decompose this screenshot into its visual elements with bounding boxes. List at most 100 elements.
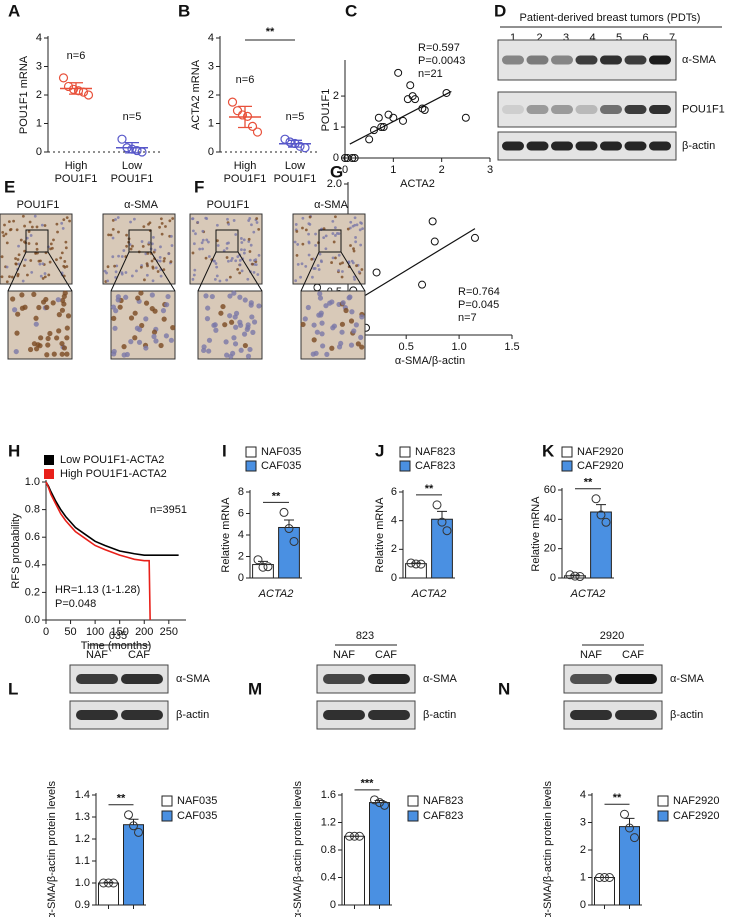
ihc-cell <box>243 248 246 252</box>
panel-label: M <box>248 679 262 698</box>
point <box>380 800 389 810</box>
ihc-cell <box>349 244 352 247</box>
ihc-cell <box>301 226 304 230</box>
point <box>124 810 133 820</box>
y-tick-label: 0 <box>36 146 42 158</box>
ihc-cell <box>106 265 110 269</box>
legend-swatch <box>44 469 54 479</box>
ihc-cell <box>159 217 163 221</box>
ihc-cell <box>25 236 29 240</box>
y-tick-label: 1.0 <box>75 877 90 889</box>
ihc-cell <box>331 219 335 223</box>
ihc-cell <box>254 258 258 262</box>
category-label: ACTA2 <box>411 588 447 600</box>
ihc-cell <box>16 272 20 276</box>
point <box>355 831 364 841</box>
ihc-cell <box>147 241 151 245</box>
zoom-lines <box>7 251 73 292</box>
annotation: HR=1.13 (1-1.28) <box>55 584 140 596</box>
ihc-cell <box>191 251 195 255</box>
y-tick-label: 1.0 <box>25 476 40 488</box>
y-tick-label: 6 <box>238 507 244 519</box>
annotation: P=0.048 <box>55 598 96 610</box>
ihc-cell <box>159 245 162 249</box>
ihc-cell <box>61 301 67 307</box>
y-tick-label: 1.6 <box>321 789 336 801</box>
ihc-cell <box>164 225 167 228</box>
legend-swatch <box>561 460 573 472</box>
point <box>374 113 383 122</box>
annotation: n=6 <box>67 50 86 62</box>
blot-band <box>526 105 549 114</box>
ihc-cell <box>38 335 44 341</box>
ihc-cell <box>43 275 47 279</box>
ihc-cell <box>55 297 61 303</box>
ihc-cell <box>145 273 149 277</box>
ihc-cell <box>215 223 219 227</box>
ihc-cell <box>13 348 19 355</box>
ihc-cell <box>206 337 213 343</box>
ihc-cell <box>256 273 260 276</box>
ihc-cell <box>228 353 234 360</box>
y-axis-label: α-SMA/β-actin protein levels <box>292 780 304 917</box>
ihc-cell <box>229 319 235 325</box>
ihc-cell <box>111 218 115 222</box>
ihc-cell <box>331 232 335 235</box>
legend-swatch <box>657 795 669 807</box>
ihc-cell <box>15 311 21 317</box>
ihc-cell <box>255 217 259 220</box>
legend-label: NAF2920 <box>577 446 623 458</box>
ihc-cell <box>124 271 128 274</box>
legend-swatch <box>161 810 173 822</box>
ihc-cell <box>248 250 252 253</box>
ihc-cell <box>5 265 9 269</box>
point <box>345 831 354 841</box>
lane-label: 3 <box>563 32 569 44</box>
y-tick-label: 1 <box>580 871 586 883</box>
ihc-cell <box>17 244 20 248</box>
ihc-cell <box>341 261 344 265</box>
ihc-cell <box>61 227 65 230</box>
ihc-cell <box>305 304 311 311</box>
ihc-cell <box>158 225 161 229</box>
ihc-cell <box>207 255 211 258</box>
y-tick-label: 1.2 <box>75 833 90 845</box>
lane-label: NAF <box>86 649 108 661</box>
ihc-cell <box>242 297 248 303</box>
ihc-cell <box>129 247 133 251</box>
ihc-cell <box>55 258 58 262</box>
ihc-cell <box>237 294 243 300</box>
ihc-cell <box>59 256 63 260</box>
blot-row-label: α-SMA <box>423 673 458 685</box>
ihc-cell <box>10 296 16 302</box>
ihc-cell <box>314 329 320 335</box>
ihc-cell <box>232 219 236 222</box>
point <box>350 154 359 162</box>
ihc-cell <box>132 310 138 316</box>
panel-label: I <box>222 441 227 460</box>
ihc-cell <box>29 234 33 237</box>
ihc-cell <box>343 307 349 314</box>
point <box>442 88 451 97</box>
ihc-cell <box>167 252 171 256</box>
zoom-lines <box>197 251 263 292</box>
legend-label: CAF823 <box>423 810 463 822</box>
annotation: n=7 <box>458 312 477 324</box>
ihc-cell <box>41 262 45 266</box>
ihc-cell <box>240 237 243 240</box>
bar <box>344 835 365 906</box>
ihc-cell <box>192 273 196 277</box>
ihc-cell <box>125 244 129 248</box>
ihc-cell <box>151 329 158 335</box>
ihc-cell <box>319 331 325 337</box>
ihc-cell <box>112 325 118 331</box>
ihc-cell <box>154 266 158 270</box>
blot-row-label: β-actin <box>176 709 209 721</box>
point <box>263 562 273 572</box>
bar <box>619 826 640 906</box>
ihc-cell <box>203 293 209 299</box>
ihc-cell <box>222 322 228 328</box>
legend-label: CAF035 <box>177 810 217 822</box>
point <box>58 73 69 83</box>
error-bar <box>103 881 114 883</box>
